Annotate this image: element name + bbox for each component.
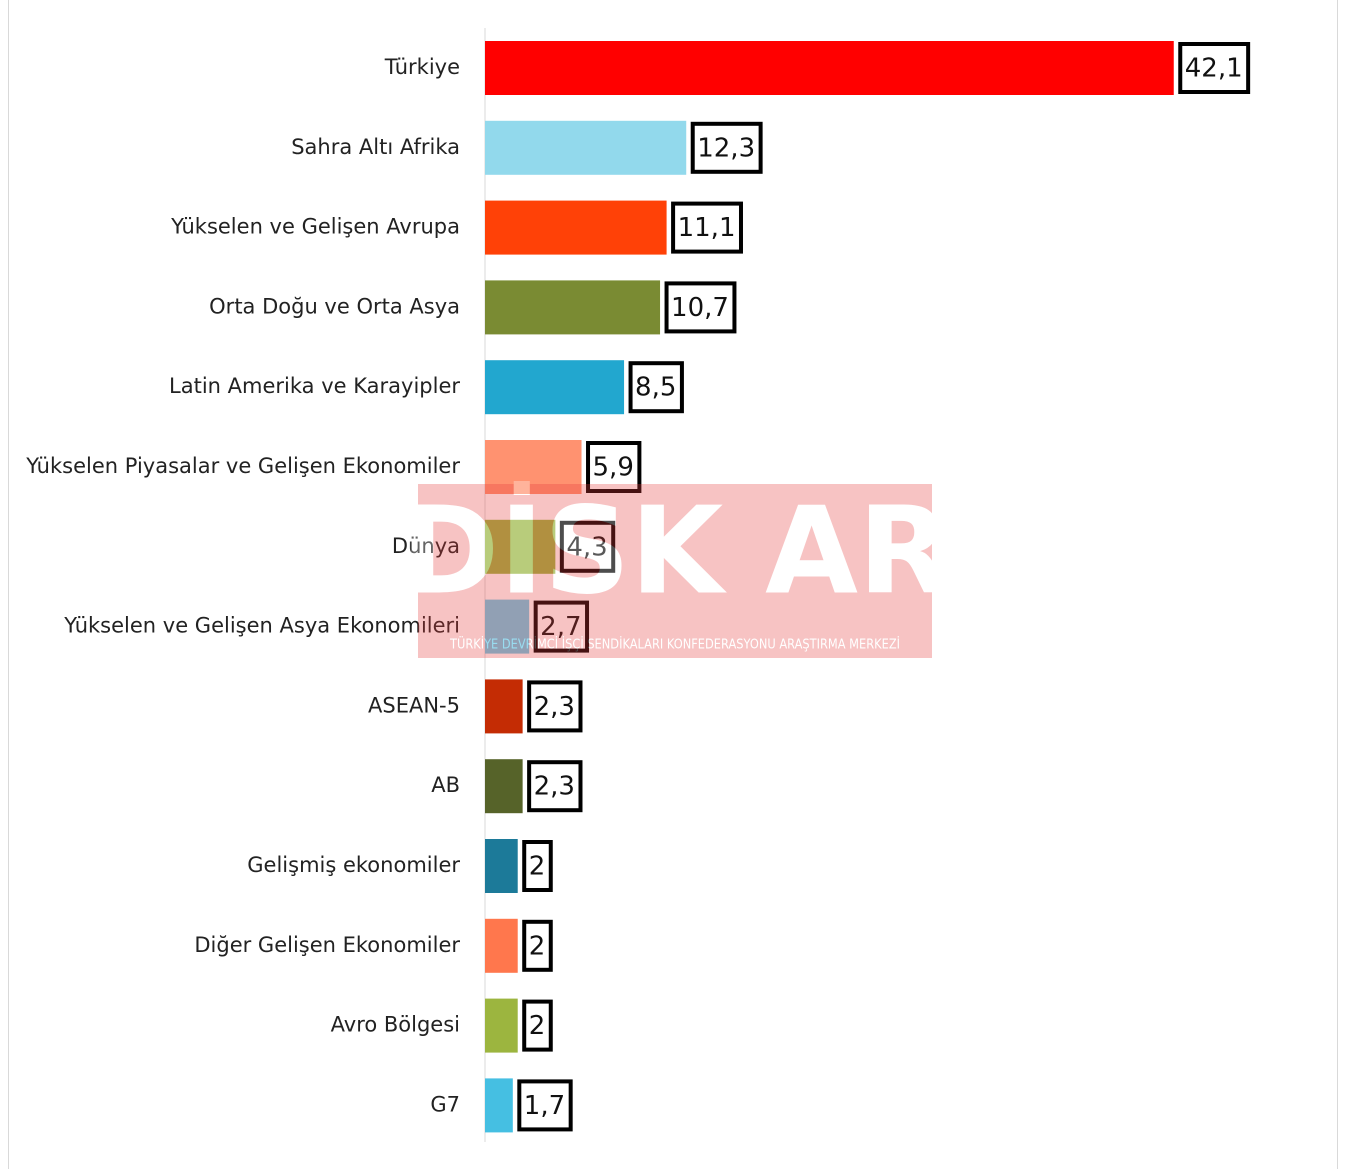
category-label: Orta Doğu ve Orta Asya bbox=[209, 294, 460, 318]
bar bbox=[485, 519, 556, 574]
category-label: Gelişmiş ekonomiler bbox=[247, 853, 460, 877]
bar bbox=[485, 918, 518, 973]
value-label: 5,9 bbox=[593, 453, 634, 483]
category-label: Türkiye bbox=[384, 55, 460, 79]
value-label-box bbox=[664, 281, 737, 334]
bar bbox=[485, 679, 523, 734]
value-label: 12,3 bbox=[697, 133, 755, 163]
value-label-box bbox=[522, 999, 553, 1052]
bar bbox=[485, 280, 661, 335]
bar bbox=[485, 200, 667, 255]
value-label-box bbox=[522, 919, 553, 972]
bar bbox=[485, 839, 518, 893]
category-label: Yükselen ve Gelişen Avrupa bbox=[170, 215, 460, 239]
bar bbox=[485, 360, 625, 415]
value-label: 2 bbox=[529, 1011, 546, 1041]
watermark-box bbox=[418, 484, 932, 658]
value-label: 42,1 bbox=[1185, 54, 1243, 84]
value-label: 4,3 bbox=[566, 532, 607, 562]
value-label: 2,7 bbox=[540, 612, 581, 642]
value-label-box bbox=[533, 600, 590, 653]
value-label-box bbox=[527, 680, 583, 733]
value-label: 2,3 bbox=[534, 692, 575, 722]
bar bbox=[485, 1078, 513, 1133]
category-label: Avro Bölgesi bbox=[331, 1013, 460, 1037]
category-label: Sahra Altı Afrika bbox=[291, 135, 460, 159]
value-label: 1,7 bbox=[524, 1091, 565, 1121]
value-label-box bbox=[527, 760, 583, 813]
category-label: Diğer Gelişen Ekonomiler bbox=[194, 933, 460, 957]
watermark-subtitle: TÜRKİYE DEVRİMCİ İŞÇİ SENDİKALARI KONFED… bbox=[449, 636, 900, 653]
watermark: DİSK AR TÜRKİYE DEVRİMCİ İŞÇİ SENDİKALAR… bbox=[400, 482, 951, 658]
category-label: G7 bbox=[430, 1092, 460, 1116]
category-label: Yükselen ve Gelişen Asya Ekonomileri bbox=[63, 614, 460, 638]
bar bbox=[485, 41, 1174, 95]
value-label-box bbox=[517, 1079, 573, 1132]
value-label-box bbox=[586, 441, 642, 493]
value-label-box bbox=[1178, 42, 1251, 94]
value-label-box bbox=[628, 361, 684, 414]
value-label: 10,7 bbox=[671, 293, 729, 323]
value-label: 2 bbox=[529, 852, 546, 882]
bar bbox=[485, 998, 518, 1053]
value-label-box bbox=[522, 840, 553, 892]
bar bbox=[485, 599, 530, 654]
value-label: 8,5 bbox=[635, 373, 676, 403]
value-label: 2 bbox=[529, 931, 546, 961]
watermark-logo: DİSK AR bbox=[400, 482, 951, 622]
bar bbox=[485, 759, 523, 814]
category-label: Latin Amerika ve Karayipler bbox=[169, 374, 460, 398]
category-label: Yükselen Piyasalar ve Gelişen Ekonomiler bbox=[25, 454, 460, 478]
category-label: ASEAN-5 bbox=[368, 693, 460, 717]
value-label-box bbox=[559, 520, 616, 573]
bar bbox=[485, 440, 582, 494]
category-label: Dünya bbox=[392, 534, 460, 558]
value-label-box bbox=[671, 201, 743, 254]
value-label-box bbox=[690, 121, 763, 174]
value-label: 2,3 bbox=[534, 772, 575, 802]
bar bbox=[485, 120, 687, 175]
value-label: 11,1 bbox=[678, 213, 736, 243]
category-label: AB bbox=[431, 773, 460, 797]
